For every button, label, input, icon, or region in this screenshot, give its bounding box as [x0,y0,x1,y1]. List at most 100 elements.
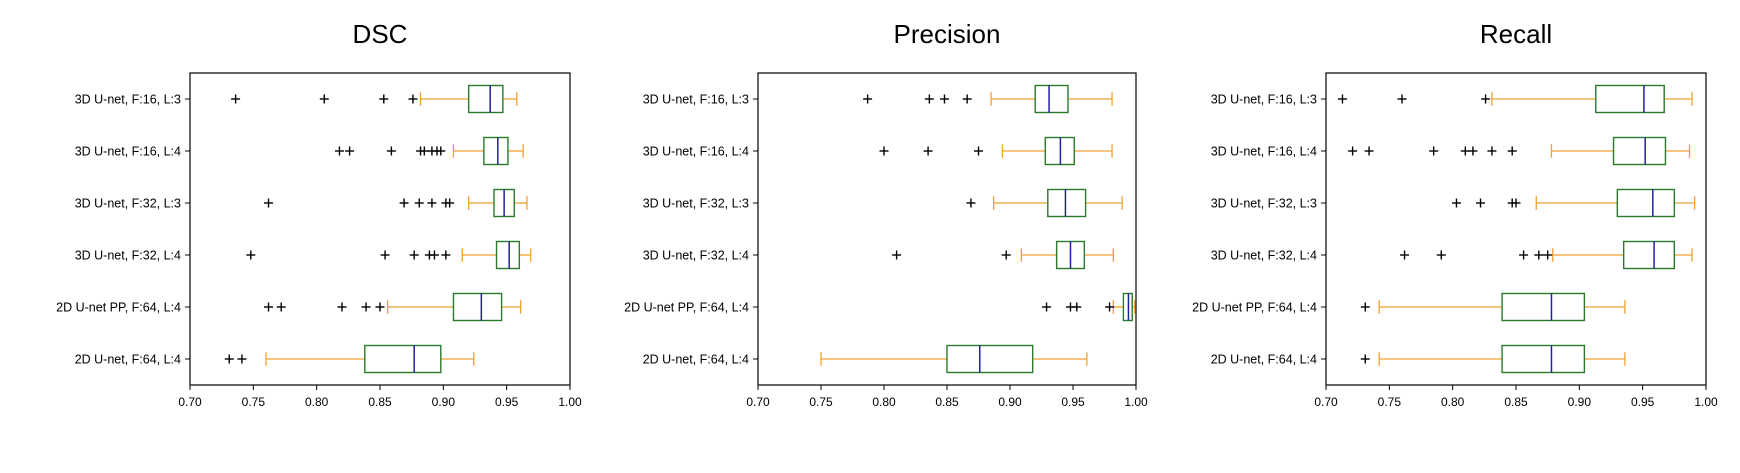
y-tick-label: 3D U-net, F:32, L:4 [643,249,749,263]
x-tick-label: 0.90 [1568,395,1592,409]
flier-marker [419,146,429,156]
y-tick-label: 3D U-net, F:16, L:3 [1211,93,1317,107]
flier-marker [408,94,418,104]
box-iqr [1501,344,1586,374]
flier-marker [399,198,409,208]
flier-marker [1468,146,1478,156]
x-tick-label: 0.75 [1378,395,1402,409]
flier-marker [879,146,889,156]
y-tick-label: 3D U-net, F:32, L:4 [1211,249,1317,263]
x-tick-label: 0.85 [935,395,959,409]
flier-marker [246,250,256,260]
box-iqr [946,344,1034,374]
y-tick-label: 3D U-net, F:16, L:3 [75,93,181,107]
y-tick-label: 2D U-net, F:64, L:4 [1211,353,1317,367]
flier-marker [264,198,274,208]
flier-marker [1400,250,1410,260]
flier-marker [924,94,934,104]
flier-marker [375,302,385,312]
flier-marker [231,94,241,104]
y-tick-label: 2D U-net PP, F:64, L:4 [1192,301,1317,315]
x-tick-label: 0.70 [178,395,202,409]
x-tick-label: 0.75 [242,395,266,409]
flier-marker [1042,302,1052,312]
y-tick-label: 3D U-net, F:16, L:4 [75,145,181,159]
x-tick-label: 1.00 [558,395,582,409]
x-tick-label: 0.95 [1061,395,1085,409]
flier-marker [966,198,976,208]
flier-marker [1511,198,1521,208]
flier-marker [429,250,439,260]
x-tick-label: 1.00 [1694,395,1718,409]
flier-marker [939,94,949,104]
flier-marker [1436,250,1446,260]
box-iqr [1612,136,1667,166]
x-tick-label: 0.85 [1504,395,1528,409]
box-iqr [1622,240,1676,270]
flier-marker [1476,198,1486,208]
box-iqr [483,136,509,166]
flier-marker [1451,198,1461,208]
flier-marker [386,146,396,156]
flier-marker [1397,94,1407,104]
flier-marker [1360,302,1370,312]
chart-title: Recall [1480,19,1552,49]
y-tick-label: 2D U-net, F:64, L:4 [643,353,749,367]
flier-marker [337,302,347,312]
box-iqr [1047,188,1087,218]
chart-panel-dsc: DSC 0.70 0.75 0.80 0.85 0.90 0.95 1.00 3D U-net,… [56,19,582,409]
x-tick-label: 0.90 [432,395,456,409]
flier-marker [319,94,329,104]
flier-marker [264,302,274,312]
flier-marker [345,146,355,156]
y-tick-label: 3D U-net, F:16, L:4 [643,145,749,159]
flier-marker [409,250,419,260]
flier-marker [1348,146,1358,156]
flier-marker [962,94,972,104]
y-tick-label: 3D U-net, F:32, L:3 [75,197,181,211]
flier-marker [1001,250,1011,260]
box-iqr [1034,84,1069,114]
flier-marker [380,250,390,260]
flier-marker [1337,94,1347,104]
x-tick-label: 0.80 [1441,395,1465,409]
y-tick-label: 2D U-net PP, F:64, L:4 [56,301,181,315]
flier-marker [1519,250,1529,260]
x-tick-label: 0.70 [1314,395,1338,409]
axes-frame [1325,72,1707,386]
x-tick-label: 0.95 [495,395,519,409]
flier-marker [1481,94,1491,104]
box-iqr [452,292,503,322]
flier-marker [1072,302,1082,312]
x-tick-label: 1.00 [1124,395,1148,409]
axes-frame [189,72,571,386]
flier-marker [1429,146,1439,156]
flier-marker [441,250,451,260]
flier-marker [276,302,286,312]
flier-marker [1543,250,1553,260]
box-iqr [495,240,521,270]
flier-marker [1364,146,1374,156]
flier-marker [224,354,234,364]
y-tick-label: 3D U-net, F:32, L:4 [75,249,181,263]
flier-marker [445,198,455,208]
flier-marker [427,198,437,208]
x-tick-label: 0.75 [809,395,833,409]
box-iqr [1595,84,1665,114]
x-tick-label: 0.70 [746,395,770,409]
x-tick-label: 0.95 [1631,395,1655,409]
y-tick-label: 3D U-net, F:32, L:3 [1211,197,1317,211]
axes-frame [757,72,1137,386]
flier-marker [379,94,389,104]
x-tick-label: 0.90 [998,395,1022,409]
flier-marker [1360,354,1370,364]
flier-marker [1460,146,1470,156]
x-tick-label: 0.80 [872,395,896,409]
box-iqr [1501,292,1586,322]
y-tick-label: 3D U-net, F:16, L:3 [643,93,749,107]
y-tick-label: 2D U-net, F:64, L:4 [75,353,181,367]
flier-marker [1105,302,1115,312]
flier-marker [414,198,424,208]
flier-marker [923,146,933,156]
flier-marker [1487,146,1497,156]
